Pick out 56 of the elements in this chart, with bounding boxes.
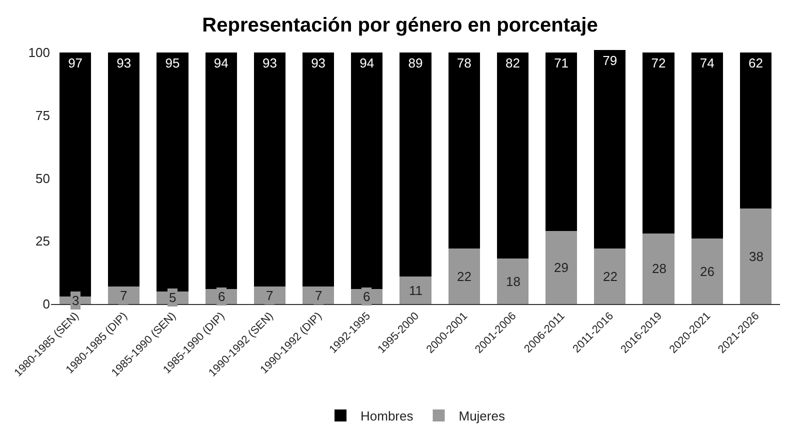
data-label: 93 [262,56,277,71]
legend-label: Mujeres [458,408,506,424]
data-label: 95 [165,56,180,71]
data-label: 38 [749,249,764,264]
data-label: 11 [409,283,422,298]
y-tick-label: 0 [42,296,50,312]
legend-label: Hombres [360,408,414,424]
bar [546,52,578,232]
data-label: 6 [363,289,370,304]
data-label: 29 [554,260,568,275]
y-tick-label: 25 [36,234,50,249]
data-label: 82 [505,56,520,71]
data-label: 93 [311,56,326,71]
data-label: 79 [602,53,618,68]
bar [302,52,334,286]
bar [448,52,480,249]
y-tick-label: 75 [36,108,50,123]
bar [254,52,286,286]
data-label: 93 [116,56,132,71]
data-label: 72 [651,56,666,71]
bar [642,52,674,234]
data-label: 5 [169,290,176,305]
data-label: 18 [506,274,520,289]
bar [594,50,626,249]
data-label: 7 [266,288,274,303]
data-label: 22 [603,269,618,284]
chart-title: Representación por género en porcentaje [202,14,598,37]
bar [740,208,772,304]
data-label: 94 [214,56,228,71]
data-label: 28 [652,261,666,276]
bar [205,52,237,289]
data-label: 71 [554,56,569,71]
bar [400,52,432,276]
data-label: 7 [315,288,322,303]
data-label: 94 [360,56,374,71]
bar [642,234,674,304]
bar [496,52,528,259]
data-label: 22 [457,269,472,284]
y-tick-label: 50 [36,170,50,186]
data-label: 78 [456,56,472,71]
data-label: 62 [748,56,763,71]
data-label: 26 [700,264,714,279]
bar [351,52,383,289]
bar [60,52,92,296]
bar [108,52,140,286]
data-label: 7 [120,288,128,303]
data-label: 74 [700,56,714,71]
y-tick-label: 100 [28,45,50,60]
data-label: 89 [408,56,423,71]
bar [156,52,188,292]
bar [546,231,578,304]
bar [691,52,723,239]
data-label: 6 [218,289,226,304]
data-label: 97 [68,56,83,71]
bar [740,52,772,208]
data-label: 3 [72,293,80,308]
